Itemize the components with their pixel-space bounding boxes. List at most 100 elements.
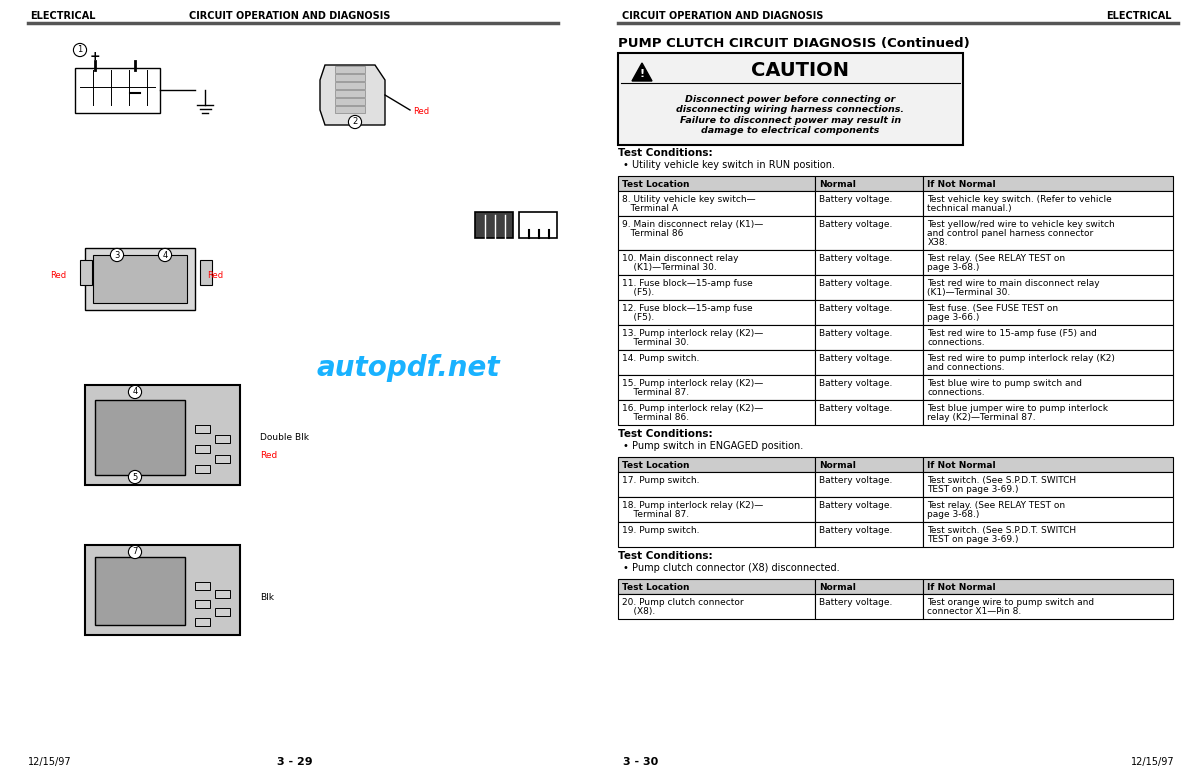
Text: Test red wire to main disconnect relay: Test red wire to main disconnect relay <box>928 279 1100 288</box>
Bar <box>215 435 230 443</box>
Text: page 3-66.): page 3-66.) <box>928 313 979 322</box>
Text: ELECTRICAL: ELECTRICAL <box>1106 11 1172 21</box>
Bar <box>618 176 815 191</box>
Text: page 3-68.): page 3-68.) <box>928 510 979 519</box>
Text: Normal: Normal <box>820 180 856 189</box>
Bar <box>194 618 210 626</box>
Bar <box>335 90 365 97</box>
Bar <box>923 522 1174 547</box>
Text: Normal: Normal <box>820 583 856 592</box>
Text: TEST on page 3-69.): TEST on page 3-69.) <box>928 485 1019 494</box>
Text: 2: 2 <box>353 117 358 126</box>
Bar <box>923 497 1174 522</box>
Text: Test switch. (See S.P.D.T. SWITCH: Test switch. (See S.P.D.T. SWITCH <box>928 476 1076 485</box>
Bar <box>923 176 1174 191</box>
Text: 16. Pump interlock relay (K2)—: 16. Pump interlock relay (K2)— <box>622 404 763 413</box>
Text: Battery voltage.: Battery voltage. <box>820 598 893 607</box>
Text: Red: Red <box>208 271 223 279</box>
Text: 1: 1 <box>77 46 83 54</box>
Text: Battery voltage.: Battery voltage. <box>820 304 893 313</box>
Bar <box>815 300 923 325</box>
Bar <box>923 275 1174 300</box>
Bar <box>200 260 212 285</box>
Bar <box>618 375 815 400</box>
Text: Test vehicle key switch. (Refer to vehicle: Test vehicle key switch. (Refer to vehic… <box>928 195 1112 204</box>
Text: Test blue jumper wire to pump interlock: Test blue jumper wire to pump interlock <box>928 404 1109 413</box>
Text: Battery voltage.: Battery voltage. <box>820 476 893 485</box>
Bar <box>815 325 923 350</box>
Bar <box>923 350 1174 375</box>
Text: 14. Pump switch.: 14. Pump switch. <box>622 354 700 363</box>
Text: Terminal A: Terminal A <box>622 204 678 213</box>
Text: Battery voltage.: Battery voltage. <box>820 379 893 388</box>
Text: 9. Main disconnect relay (K1)—: 9. Main disconnect relay (K1)— <box>622 220 763 229</box>
Text: PUMP CLUTCH CIRCUIT DIAGNOSIS (Continued): PUMP CLUTCH CIRCUIT DIAGNOSIS (Continued… <box>618 37 970 50</box>
Bar <box>194 582 210 590</box>
Text: Red: Red <box>50 271 66 279</box>
Text: Test yellow/red wire to vehicle key switch: Test yellow/red wire to vehicle key swit… <box>928 220 1115 229</box>
Bar <box>618 216 815 250</box>
Bar <box>923 594 1174 619</box>
Polygon shape <box>632 63 652 81</box>
Text: X38.: X38. <box>928 238 948 247</box>
Text: page 3-68.): page 3-68.) <box>928 263 979 272</box>
Text: (K1)—Terminal 30.: (K1)—Terminal 30. <box>928 288 1010 297</box>
Text: • Pump switch in ENGAGED position.: • Pump switch in ENGAGED position. <box>623 441 803 451</box>
Text: Battery voltage.: Battery voltage. <box>820 220 893 229</box>
Bar <box>335 106 365 113</box>
Text: 3 - 29: 3 - 29 <box>277 757 313 767</box>
Text: 7: 7 <box>132 548 138 556</box>
Bar <box>194 600 210 608</box>
Text: • Utility vehicle key switch in RUN position.: • Utility vehicle key switch in RUN posi… <box>623 160 835 170</box>
Bar <box>215 455 230 463</box>
Bar <box>618 275 815 300</box>
Bar <box>815 497 923 522</box>
Text: CAUTION: CAUTION <box>751 61 850 81</box>
Text: technical manual.): technical manual.) <box>928 204 1012 213</box>
Bar <box>618 497 815 522</box>
Bar <box>923 250 1174 275</box>
Bar <box>85 385 240 485</box>
Text: Test fuse. (See FUSE TEST on: Test fuse. (See FUSE TEST on <box>928 304 1058 313</box>
Bar <box>923 400 1174 425</box>
Bar <box>85 248 194 310</box>
Text: +: + <box>90 50 101 64</box>
Text: 19. Pump switch.: 19. Pump switch. <box>622 526 700 535</box>
Bar <box>815 594 923 619</box>
Text: Double Blk: Double Blk <box>260 434 310 442</box>
Bar <box>618 472 815 497</box>
Bar <box>923 472 1174 497</box>
Text: 12/15/97: 12/15/97 <box>1132 757 1175 767</box>
Bar <box>335 74 365 81</box>
Bar <box>194 425 210 433</box>
Bar <box>923 579 1174 594</box>
Text: Terminal 86.: Terminal 86. <box>622 413 689 422</box>
Bar <box>194 465 210 473</box>
Text: Test orange wire to pump switch and: Test orange wire to pump switch and <box>928 598 1094 607</box>
Text: Test Conditions:: Test Conditions: <box>618 551 713 561</box>
Text: Battery voltage.: Battery voltage. <box>820 501 893 510</box>
Text: 8. Utility vehicle key switch—: 8. Utility vehicle key switch— <box>622 195 756 204</box>
Text: TEST on page 3-69.): TEST on page 3-69.) <box>928 535 1019 544</box>
Polygon shape <box>320 65 385 125</box>
Text: Normal: Normal <box>820 461 856 470</box>
Text: (K1)—Terminal 30.: (K1)—Terminal 30. <box>622 263 716 272</box>
Bar <box>95 557 185 625</box>
Bar <box>618 457 815 472</box>
Text: 12/15/97: 12/15/97 <box>28 757 72 767</box>
Text: Test Location: Test Location <box>622 461 690 470</box>
Text: If Not Normal: If Not Normal <box>928 583 996 592</box>
Text: Battery voltage.: Battery voltage. <box>820 254 893 263</box>
Bar <box>618 53 964 145</box>
Text: (F5).: (F5). <box>622 313 654 322</box>
Text: Terminal 86: Terminal 86 <box>622 229 683 238</box>
Bar <box>618 300 815 325</box>
Bar <box>618 191 815 216</box>
Text: CIRCUIT OPERATION AND DIAGNOSIS: CIRCUIT OPERATION AND DIAGNOSIS <box>622 11 823 21</box>
Text: Terminal 87.: Terminal 87. <box>622 388 689 397</box>
Bar <box>815 275 923 300</box>
Text: Terminal 30.: Terminal 30. <box>622 338 689 347</box>
Bar <box>618 579 815 594</box>
Text: Disconnect power before connecting or
disconnecting wiring harness connections.
: Disconnect power before connecting or di… <box>677 95 905 135</box>
Bar <box>815 375 923 400</box>
